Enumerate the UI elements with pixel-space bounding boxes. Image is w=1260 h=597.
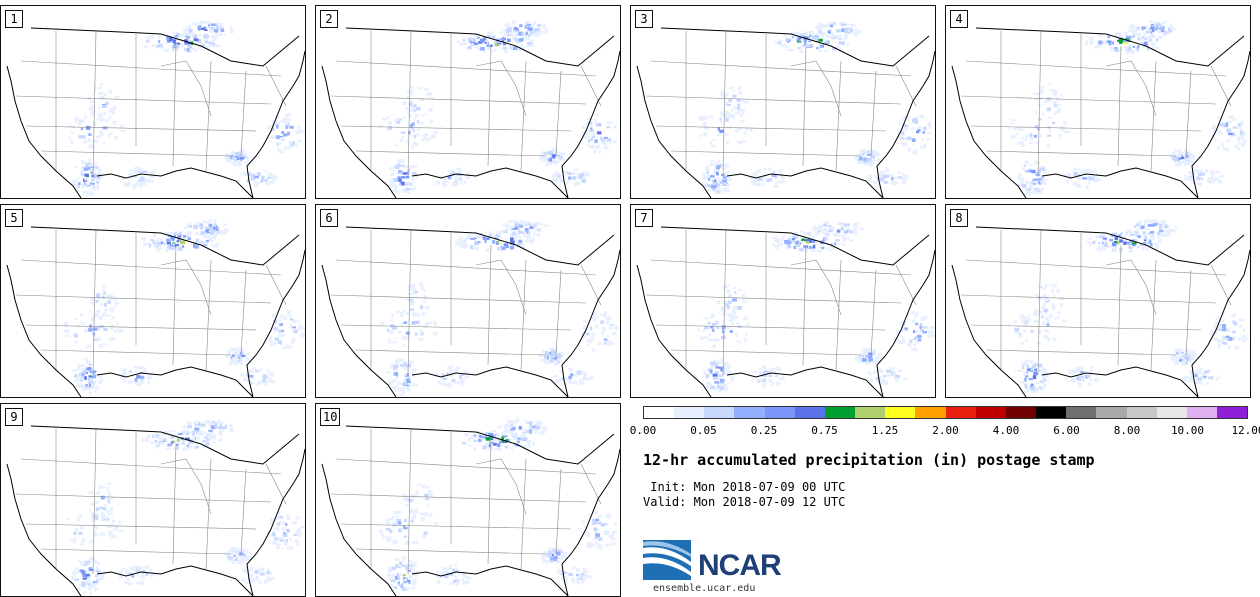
colorbar-tick-label: 0.00 — [629, 424, 657, 437]
stamp-panel-5[interactable]: 5 — [0, 204, 306, 398]
stamp-panel-2[interactable]: 2 — [315, 5, 621, 199]
colorbar-swatch — [704, 407, 735, 418]
colorbar-swatch — [885, 407, 916, 418]
colorbar-tick-label: 0.75 — [811, 424, 838, 437]
colorbar-swatch — [1005, 407, 1037, 418]
stamp-panel-10[interactable]: 10 — [315, 403, 621, 597]
precip-map — [6, 219, 305, 397]
precip-map — [951, 20, 1250, 198]
colorbar-swatch — [794, 407, 825, 418]
colorbar-tick-label: 12.00 — [1231, 424, 1260, 437]
precip-map — [6, 20, 305, 198]
precip-colorbar — [643, 406, 1248, 419]
colorbar-swatch — [1156, 407, 1187, 418]
colorbar-swatch — [734, 407, 765, 418]
colorbar-swatch — [1096, 407, 1127, 418]
colorbar-tick-labels: 0.00 0.05 0.25 0.75 1.25 2.00 4.00 6.00 8.00 10.0… — [628, 424, 1260, 440]
colorbar-swatch — [674, 407, 705, 418]
colorbar-tick-label: 0.05 — [690, 424, 717, 437]
ncar-logo-text: NCAR — [698, 549, 782, 582]
stamp-panel-9[interactable]: 9 — [0, 403, 306, 597]
colorbar-swatch — [1126, 407, 1157, 418]
site-url-text: ensemble.ucar.edu — [653, 583, 756, 594]
colorbar-tick-label: 10.00 — [1170, 424, 1205, 437]
member-number-label: 10 — [320, 408, 341, 426]
colorbar-tick-label: 0.25 — [750, 424, 778, 437]
colorbar-tick-label: 8.00 — [1113, 424, 1141, 437]
colorbar-tick-label: 2.00 — [932, 424, 959, 437]
colorbar-swatch — [824, 407, 856, 418]
colorbar-swatch — [975, 407, 1006, 418]
member-number-label: 5 — [5, 209, 23, 227]
colorbar-swatch — [945, 407, 976, 418]
colorbar-swatch — [1216, 407, 1248, 418]
stamp-panel-3[interactable]: 3 — [630, 5, 936, 199]
stamp-panel-1[interactable]: 1 — [0, 5, 306, 199]
init-time-text: Init: Mon 2018-07-09 00 UTC — [643, 480, 846, 494]
member-number-label: 3 — [635, 10, 653, 28]
member-number-label: 2 — [320, 10, 338, 28]
colorbar-tick-label: 6.00 — [1053, 424, 1080, 437]
colorbar-swatch — [1066, 407, 1097, 418]
precip-map — [6, 419, 305, 596]
colorbar-swatch — [915, 407, 946, 418]
colorbar-swatch — [1036, 407, 1067, 418]
stamp-panel-7[interactable]: 7 — [630, 204, 936, 398]
precip-map — [636, 21, 935, 198]
stamp-panel-6[interactable]: 6 — [315, 204, 621, 398]
colorbar-swatch — [764, 407, 795, 418]
member-number-label: 8 — [950, 209, 968, 227]
colorbar-swatch — [855, 407, 886, 418]
valid-time-text: Valid: Mon 2018-07-09 12 UTC — [643, 495, 846, 509]
colorbar-tick-label: 4.00 — [992, 424, 1020, 437]
precip-map — [951, 219, 1250, 397]
colorbar-tick-label: 1.25 — [871, 424, 899, 437]
member-number-label: 7 — [635, 209, 653, 227]
precip-map — [321, 418, 620, 596]
member-number-label: 6 — [320, 209, 338, 227]
member-number-label: 1 — [5, 10, 23, 28]
colorbar-swatch — [1186, 407, 1217, 418]
stamp-panel-8[interactable]: 8 — [945, 204, 1251, 398]
ncar-logo-icon — [643, 540, 691, 580]
page-title: 12-hr accumulated precipitation (in) pos… — [643, 451, 1095, 469]
precip-map — [636, 221, 935, 397]
precip-map — [321, 219, 620, 397]
member-number-label: 4 — [950, 10, 968, 28]
stamp-panel-4[interactable]: 4 — [945, 5, 1251, 199]
member-number-label: 9 — [5, 408, 23, 426]
colorbar-swatch — [644, 407, 675, 418]
precip-map — [321, 20, 620, 198]
